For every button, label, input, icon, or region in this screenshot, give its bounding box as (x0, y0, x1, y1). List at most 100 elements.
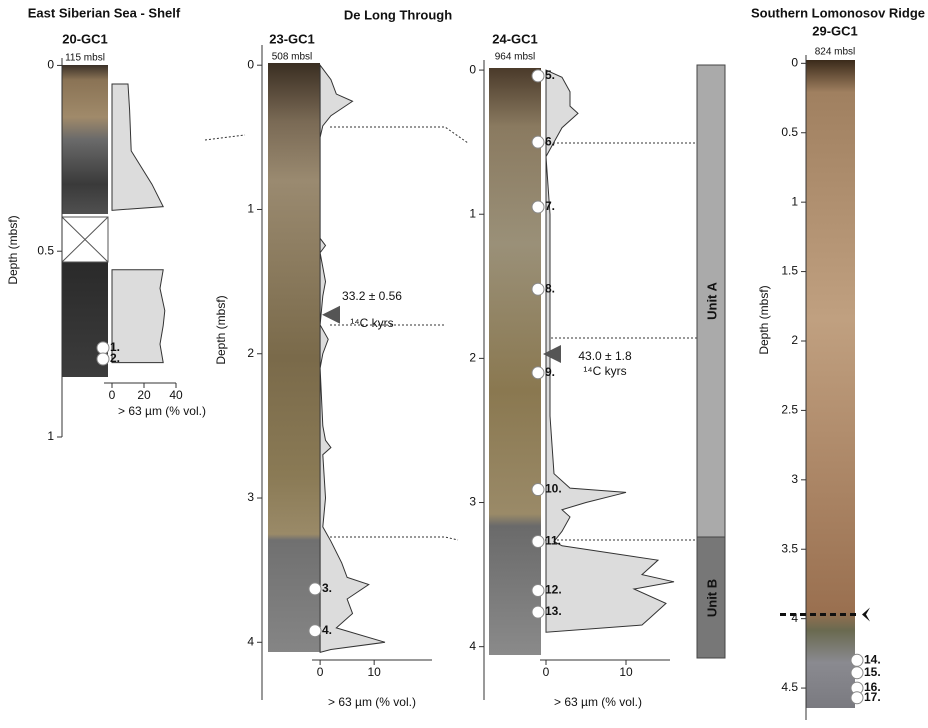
y-tick-label: 3 (469, 495, 476, 509)
unit-label: Unit A (704, 281, 719, 319)
age-unit: ¹⁴C kyrs (350, 316, 393, 330)
sample-marker (532, 606, 544, 618)
sample-label: 2. (110, 351, 120, 365)
y-tick-label: 0 (247, 57, 254, 71)
y-tick-label: 0 (469, 62, 476, 76)
y-tick-label: 3.5 (781, 541, 798, 555)
x-tick-label: 40 (169, 388, 183, 402)
x-axis-label: > 63 µm (% vol.) (554, 695, 642, 709)
sample-label: 8. (545, 281, 555, 295)
x-tick-label: 10 (619, 665, 633, 679)
x-axis-label: > 63 µm (% vol.) (118, 404, 206, 418)
y-tick-label: 0 (47, 58, 54, 72)
region-title: De Long Through (344, 7, 452, 22)
water-depth: 824 mbsl (815, 47, 856, 58)
y-axis-label: Depth (mbsf) (757, 285, 771, 354)
y-tick-label: 0 (791, 56, 798, 70)
sample-marker (532, 201, 544, 213)
x-tick-label: 0 (109, 388, 116, 402)
y-tick-label: 0.5 (781, 125, 798, 139)
units: Unit A Unit B (697, 65, 725, 658)
y-tick-label: 4 (791, 611, 798, 625)
core-title: 20-GC1 (62, 31, 108, 46)
x-tick-label: 20 (137, 388, 151, 402)
y-tick-label: 2 (247, 346, 254, 360)
x-tick-label: 0 (317, 665, 324, 679)
sample-label: 10. (545, 482, 562, 496)
y-tick-label: 1.5 (781, 264, 798, 278)
x-tick-label: 10 (367, 665, 381, 679)
correlation-line (330, 537, 458, 540)
sample-marker (851, 667, 863, 679)
y-tick-label: 2 (791, 333, 798, 347)
grain-size-profile (320, 65, 385, 652)
core-photo (268, 63, 320, 652)
y-tick-label: 4 (247, 634, 254, 648)
sample-label: 7. (545, 199, 555, 213)
sample-label: 3. (322, 581, 332, 595)
y-tick-label: 3 (791, 472, 798, 486)
sample-label: 6. (545, 134, 555, 148)
y-tick-label: 1 (469, 206, 476, 220)
unit-label: Unit B (704, 579, 719, 617)
core-title: 24-GC1 (492, 31, 538, 46)
core-photo (489, 68, 541, 655)
sample-marker (532, 484, 544, 496)
sample-label: 17. (864, 690, 881, 704)
age-unit: ¹⁴C kyrs (583, 364, 626, 378)
sample-marker (532, 535, 544, 547)
sample-label: 11. (545, 534, 561, 548)
boundary-marker (862, 607, 870, 621)
x-axis-label: > 63 µm (% vol.) (328, 695, 416, 709)
y-tick-label: 4 (469, 639, 476, 653)
headers: East Siberian Sea - Shelf De Long Throug… (28, 5, 925, 22)
sample-marker (532, 283, 544, 295)
sample-marker (532, 70, 544, 82)
sample-label: 15. (864, 665, 881, 679)
x-tick-label: 0 (543, 665, 550, 679)
water-depth: 115 mbsl (65, 53, 105, 64)
y-axis-label: Depth (mbsf) (6, 215, 20, 284)
region-title: Southern Lomonosov Ridge (751, 5, 925, 20)
core-title: 29-GC1 (812, 23, 858, 38)
core-panel: 0 1 2 3 4 24-GC1 964 mbsl 0 10 > 63 µm (% vol.) 43… (469, 31, 674, 709)
y-tick-label: 2 (469, 351, 476, 365)
sample-marker (532, 136, 544, 148)
y-tick-label: 3 (247, 490, 254, 504)
sample-label: 4. (322, 623, 332, 637)
y-tick-label: 1 (247, 202, 254, 216)
page: {"headers":["East Siberian Sea - Shelf",… (0, 0, 928, 728)
sample-marker (309, 625, 321, 637)
sample-marker (532, 367, 544, 379)
age-label: 43.0 ± 1.8 (578, 349, 632, 363)
y-tick-label: 2.5 (781, 403, 798, 417)
age-label: 33.2 ± 0.56 (342, 289, 402, 303)
correlation-line (330, 127, 468, 143)
region-title: East Siberian Sea - Shelf (28, 5, 181, 20)
water-depth: 508 mbsl (272, 52, 313, 63)
y-tick-label: 0.5 (37, 243, 54, 257)
sample-marker (309, 583, 321, 595)
core-title: 23-GC1 (269, 31, 315, 46)
core-panel: 0 1 2 3 4 Depth (mbsf) 23-GC1 508 mbsl 0 10 > 63 µ… (214, 31, 432, 709)
sample-label: 9. (545, 365, 555, 379)
sample-label: 5. (545, 68, 555, 82)
sample-marker (532, 584, 544, 596)
age-marker (322, 306, 340, 324)
sample-marker (97, 353, 109, 365)
core-photo (806, 60, 855, 708)
correlation-line (205, 135, 245, 140)
sample-marker (851, 654, 863, 666)
core-photo (62, 65, 108, 214)
sample-marker (97, 342, 109, 354)
sample-label: 12. (545, 583, 562, 597)
y-tick-label: 1 (47, 429, 54, 443)
y-tick-label: 1 (791, 194, 798, 208)
water-depth: 964 mbsl (495, 52, 536, 63)
sample-label: 13. (545, 604, 562, 618)
y-axis-label: Depth (mbsf) (214, 295, 228, 364)
grain-size-profile (112, 84, 165, 363)
core-panel: 0 0.5 1 Depth (mbsf) 20-GC1 115 mbsl 0 20 40 > 63… (6, 31, 206, 443)
sample-marker (851, 692, 863, 704)
